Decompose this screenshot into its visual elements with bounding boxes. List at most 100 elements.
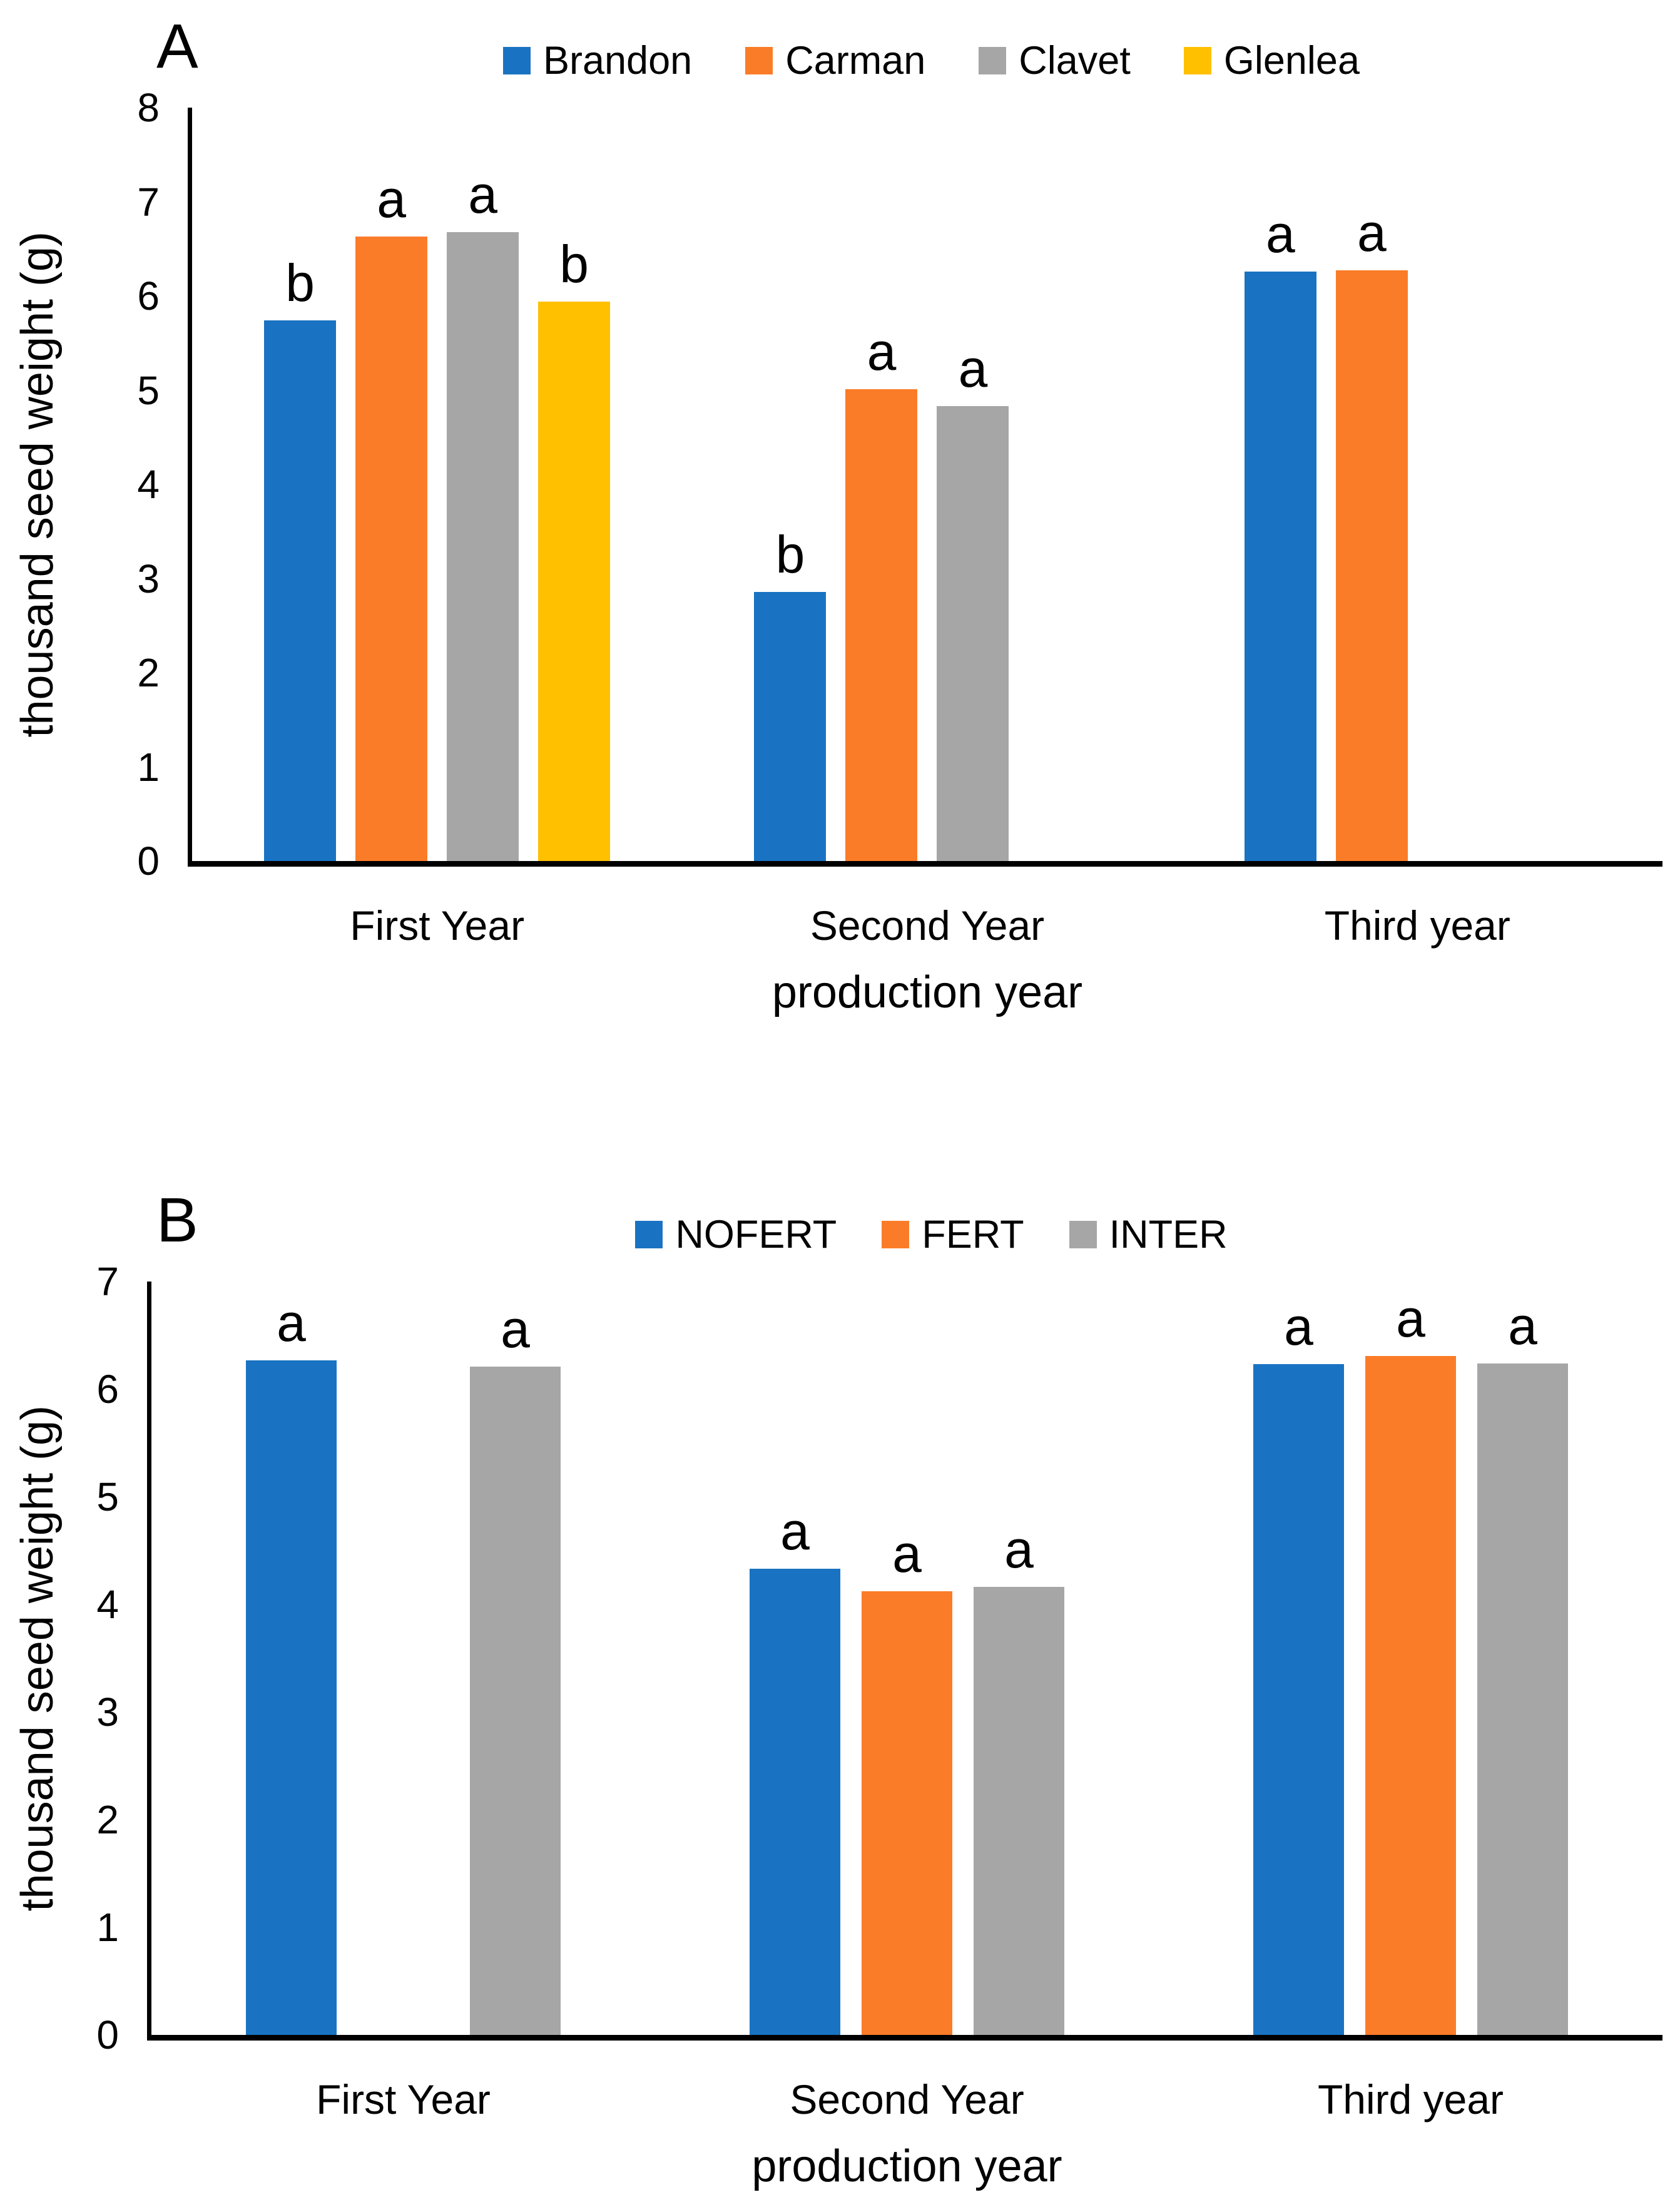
- y-tick-label-6: 6: [137, 273, 160, 319]
- x-category-label-third-year: Third year: [1317, 2076, 1504, 2123]
- bar-slot-nofert-second-year: a: [750, 1282, 840, 2035]
- y-tick-label-5: 5: [137, 367, 160, 413]
- legend-item-clavet: Clavet: [979, 38, 1131, 83]
- y-tick-label-2: 2: [96, 1797, 119, 1842]
- legend-item-inter: INTER: [1069, 1212, 1228, 1257]
- significance-label: a: [958, 339, 988, 399]
- bar-carman-third-year: [1335, 270, 1408, 861]
- legend-marker-clavet: [979, 47, 1007, 74]
- significance-label: a: [1357, 203, 1387, 263]
- legend-item-glenlea: Glenlea: [1183, 38, 1360, 83]
- legend-label: Clavet: [1019, 39, 1131, 83]
- x-category-label-third-year: Third year: [1324, 902, 1510, 949]
- bar-carman-first-year: [355, 237, 428, 861]
- chart-b-header: B NOFERT FERT INTER: [0, 1188, 1675, 1282]
- bar-slot-brandon-second-year: b: [754, 108, 827, 861]
- bar-slot-inter-first-year: a: [470, 1282, 561, 2035]
- bar-slot-carman-third-year: a: [1335, 108, 1408, 861]
- y-tick-label-2: 2: [137, 650, 160, 695]
- bar-nofert-second-year: [750, 1569, 840, 2035]
- legend-label: INTER: [1109, 1213, 1228, 1256]
- bar-brandon-first-year: [264, 320, 337, 861]
- chart-panel-b: B NOFERT FERT INTER thousand seed weight (…: [0, 1144, 1675, 2193]
- y-tick-label-1: 1: [137, 744, 160, 790]
- bar-slot-inter-second-year: a: [974, 1282, 1064, 2035]
- bar-slot-inter-third-year: a: [1477, 1282, 1568, 2035]
- bar-brandon-second-year: [754, 591, 827, 861]
- bar-slot-clavet-second-year: a: [937, 108, 1009, 861]
- panel-label-b: B: [156, 1185, 198, 1255]
- chart-a-header: A Brandon Carman Clavet Glenlea: [0, 14, 1675, 108]
- significance-label: a: [377, 170, 407, 229]
- legend-item-carman: Carman: [745, 38, 925, 83]
- bar-slot-carman-first-year: a: [355, 108, 428, 861]
- legend-label: Brandon: [542, 39, 693, 83]
- y-tick-label-4: 4: [96, 1582, 119, 1627]
- legend-marker-brandon: [502, 47, 531, 74]
- y-tick-label-5: 5: [96, 1474, 119, 1519]
- significance-label: a: [277, 1293, 306, 1352]
- bar-nofert-third-year: [1253, 1364, 1344, 2035]
- significance-label: a: [1396, 1288, 1425, 1348]
- y-axis-tick-labels: 0 1 2 3 4 5 6 7: [75, 1259, 147, 2057]
- legend-label: FERT: [922, 1213, 1024, 1256]
- bar-slot-clavet-first-year: a: [447, 108, 519, 861]
- significance-label: a: [1508, 1296, 1537, 1355]
- bar-clavet-second-year: [937, 406, 1009, 861]
- significance-label: a: [867, 322, 897, 381]
- x-category-label-first-year: First Year: [350, 902, 525, 949]
- y-tick-label-7: 7: [96, 1259, 119, 1304]
- significance-label: a: [1265, 204, 1295, 263]
- x-axis-category-labels: First Year Second Year Third year: [192, 901, 1662, 950]
- chart-panel-a: A Brandon Carman Clavet Glenlea thousand se…: [0, 0, 1675, 1019]
- legend-label: NOFERT: [675, 1213, 837, 1256]
- bar-slot-nofert-first-year: a: [246, 1282, 337, 2035]
- x-category-label-second-year: Second Year: [810, 902, 1045, 949]
- y-tick-label-4: 4: [137, 462, 160, 507]
- bar-nofert-first-year: [246, 1360, 337, 2035]
- legend-a: Brandon Carman Clavet Glenlea: [502, 38, 1360, 83]
- y-tick-label-3: 3: [137, 556, 160, 601]
- bar-slot-fert-third-year: a: [1365, 1282, 1456, 2035]
- significance-label: a: [468, 165, 498, 224]
- y-tick-label-0: 0: [137, 838, 160, 884]
- x-axis-title: production year: [771, 967, 1083, 1017]
- bar-inter-first-year: [470, 1366, 561, 2035]
- bar-group-second-year: b a a: [682, 108, 1172, 861]
- y-axis-tick-labels: 0 1 2 3 4 5 6 7 8: [75, 85, 188, 884]
- bar-slot-brandon-first-year: b: [264, 108, 337, 861]
- legend-marker-inter: [1069, 1221, 1097, 1248]
- panel-label-a: A: [156, 11, 198, 81]
- significance-label: b: [285, 253, 315, 313]
- legend-item-nofert: NOFERT: [635, 1212, 837, 1257]
- bar-slot-glenlea-third-year: [1519, 108, 1591, 861]
- bar-slot-fert-second-year: a: [862, 1282, 952, 2035]
- legend-label: Glenlea: [1223, 39, 1360, 83]
- bar-clavet-first-year: [447, 232, 519, 861]
- x-category-label-first-year: First Year: [316, 2076, 491, 2123]
- bar-fert-second-year: [862, 1591, 952, 2035]
- y-tick-label-6: 6: [96, 1367, 119, 1412]
- bar-slot-nofert-third-year: a: [1253, 1282, 1344, 2035]
- bar-brandon-third-year: [1244, 271, 1316, 861]
- significance-label: a: [1004, 1520, 1034, 1579]
- bar-slot-brandon-third-year: a: [1244, 108, 1316, 861]
- y-tick-label-7: 7: [137, 179, 160, 225]
- legend-item-brandon: Brandon: [502, 38, 693, 83]
- legend-marker-glenlea: [1183, 47, 1211, 74]
- legend-marker-carman: [745, 47, 773, 74]
- bar-slot-fert-first-year: [358, 1282, 449, 2035]
- x-axis-category-labels: First Year Second Year Third year: [151, 2075, 1662, 2124]
- legend-b: NOFERT FERT INTER: [635, 1212, 1228, 1257]
- y-tick-label-8: 8: [137, 85, 160, 130]
- legend-item-fert: FERT: [882, 1212, 1024, 1257]
- x-category-label-second-year: Second Year: [790, 2076, 1024, 2123]
- significance-label: b: [559, 235, 589, 294]
- y-tick-label-3: 3: [96, 1690, 119, 1735]
- significance-label: a: [892, 1524, 922, 1584]
- bar-slot-carman-second-year: a: [845, 108, 918, 861]
